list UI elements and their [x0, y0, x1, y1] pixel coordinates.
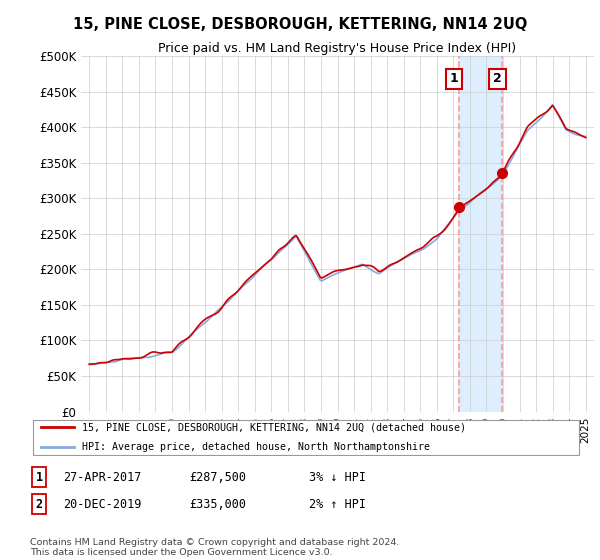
Text: 15, PINE CLOSE, DESBOROUGH, KETTERING, NN14 2UQ: 15, PINE CLOSE, DESBOROUGH, KETTERING, N… [73, 17, 527, 32]
Text: £287,500: £287,500 [189, 470, 246, 484]
Bar [458, 56, 502, 412]
Text: 27-APR-2017: 27-APR-2017 [63, 470, 142, 484]
FancyBboxPatch shape [33, 420, 579, 455]
Text: 20-DEC-2019: 20-DEC-2019 [63, 497, 142, 511]
Text: Contains HM Land Registry data © Crown copyright and database right 2024.
This d: Contains HM Land Registry data © Crown c… [30, 538, 400, 557]
Text: 15, PINE CLOSE, DESBOROUGH, KETTERING, NN14 2UQ (detached house): 15, PINE CLOSE, DESBOROUGH, KETTERING, N… [82, 422, 466, 432]
Text: £335,000: £335,000 [189, 497, 246, 511]
Text: 2% ↑ HPI: 2% ↑ HPI [309, 497, 366, 511]
Title: Price paid vs. HM Land Registry's House Price Index (HPI): Price paid vs. HM Land Registry's House … [158, 42, 517, 55]
Text: 2: 2 [35, 497, 43, 511]
Text: 1: 1 [449, 72, 458, 85]
Text: 3% ↓ HPI: 3% ↓ HPI [309, 470, 366, 484]
Text: 1: 1 [35, 470, 43, 484]
Text: HPI: Average price, detached house, North Northamptonshire: HPI: Average price, detached house, Nort… [82, 442, 430, 452]
Text: 2: 2 [493, 72, 502, 85]
